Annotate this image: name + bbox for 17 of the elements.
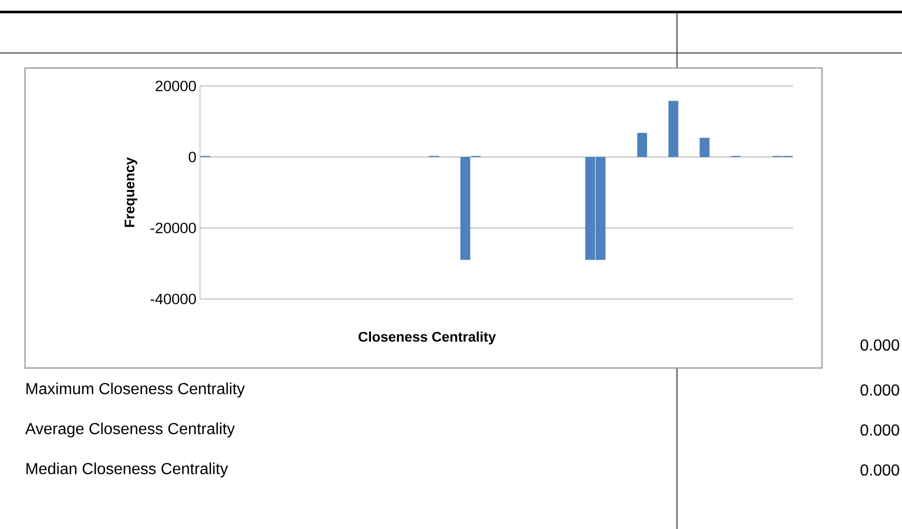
y-axis-title: Frequency xyxy=(124,157,138,227)
text: Average Closeness Centrality xyxy=(25,422,235,438)
bar xyxy=(637,132,648,157)
y-tick-label: 0 xyxy=(188,152,196,162)
text: 0.000 xyxy=(860,384,900,396)
y-tick-label: -40000 xyxy=(150,294,196,304)
text: 0.000 xyxy=(860,424,900,436)
y-tick-label: -20000 xyxy=(150,222,196,234)
y-tick-label: 20000 xyxy=(156,80,196,92)
text: Maximum Closeness Centrality xyxy=(26,382,245,398)
bar xyxy=(700,138,710,157)
bar xyxy=(668,100,678,157)
text: 0.000 xyxy=(860,464,900,476)
text: Median Closeness Centrality xyxy=(26,462,228,478)
bar xyxy=(460,156,470,260)
x-axis-title: Closeness Centrality xyxy=(358,331,496,344)
text: 0.000 xyxy=(860,339,900,351)
